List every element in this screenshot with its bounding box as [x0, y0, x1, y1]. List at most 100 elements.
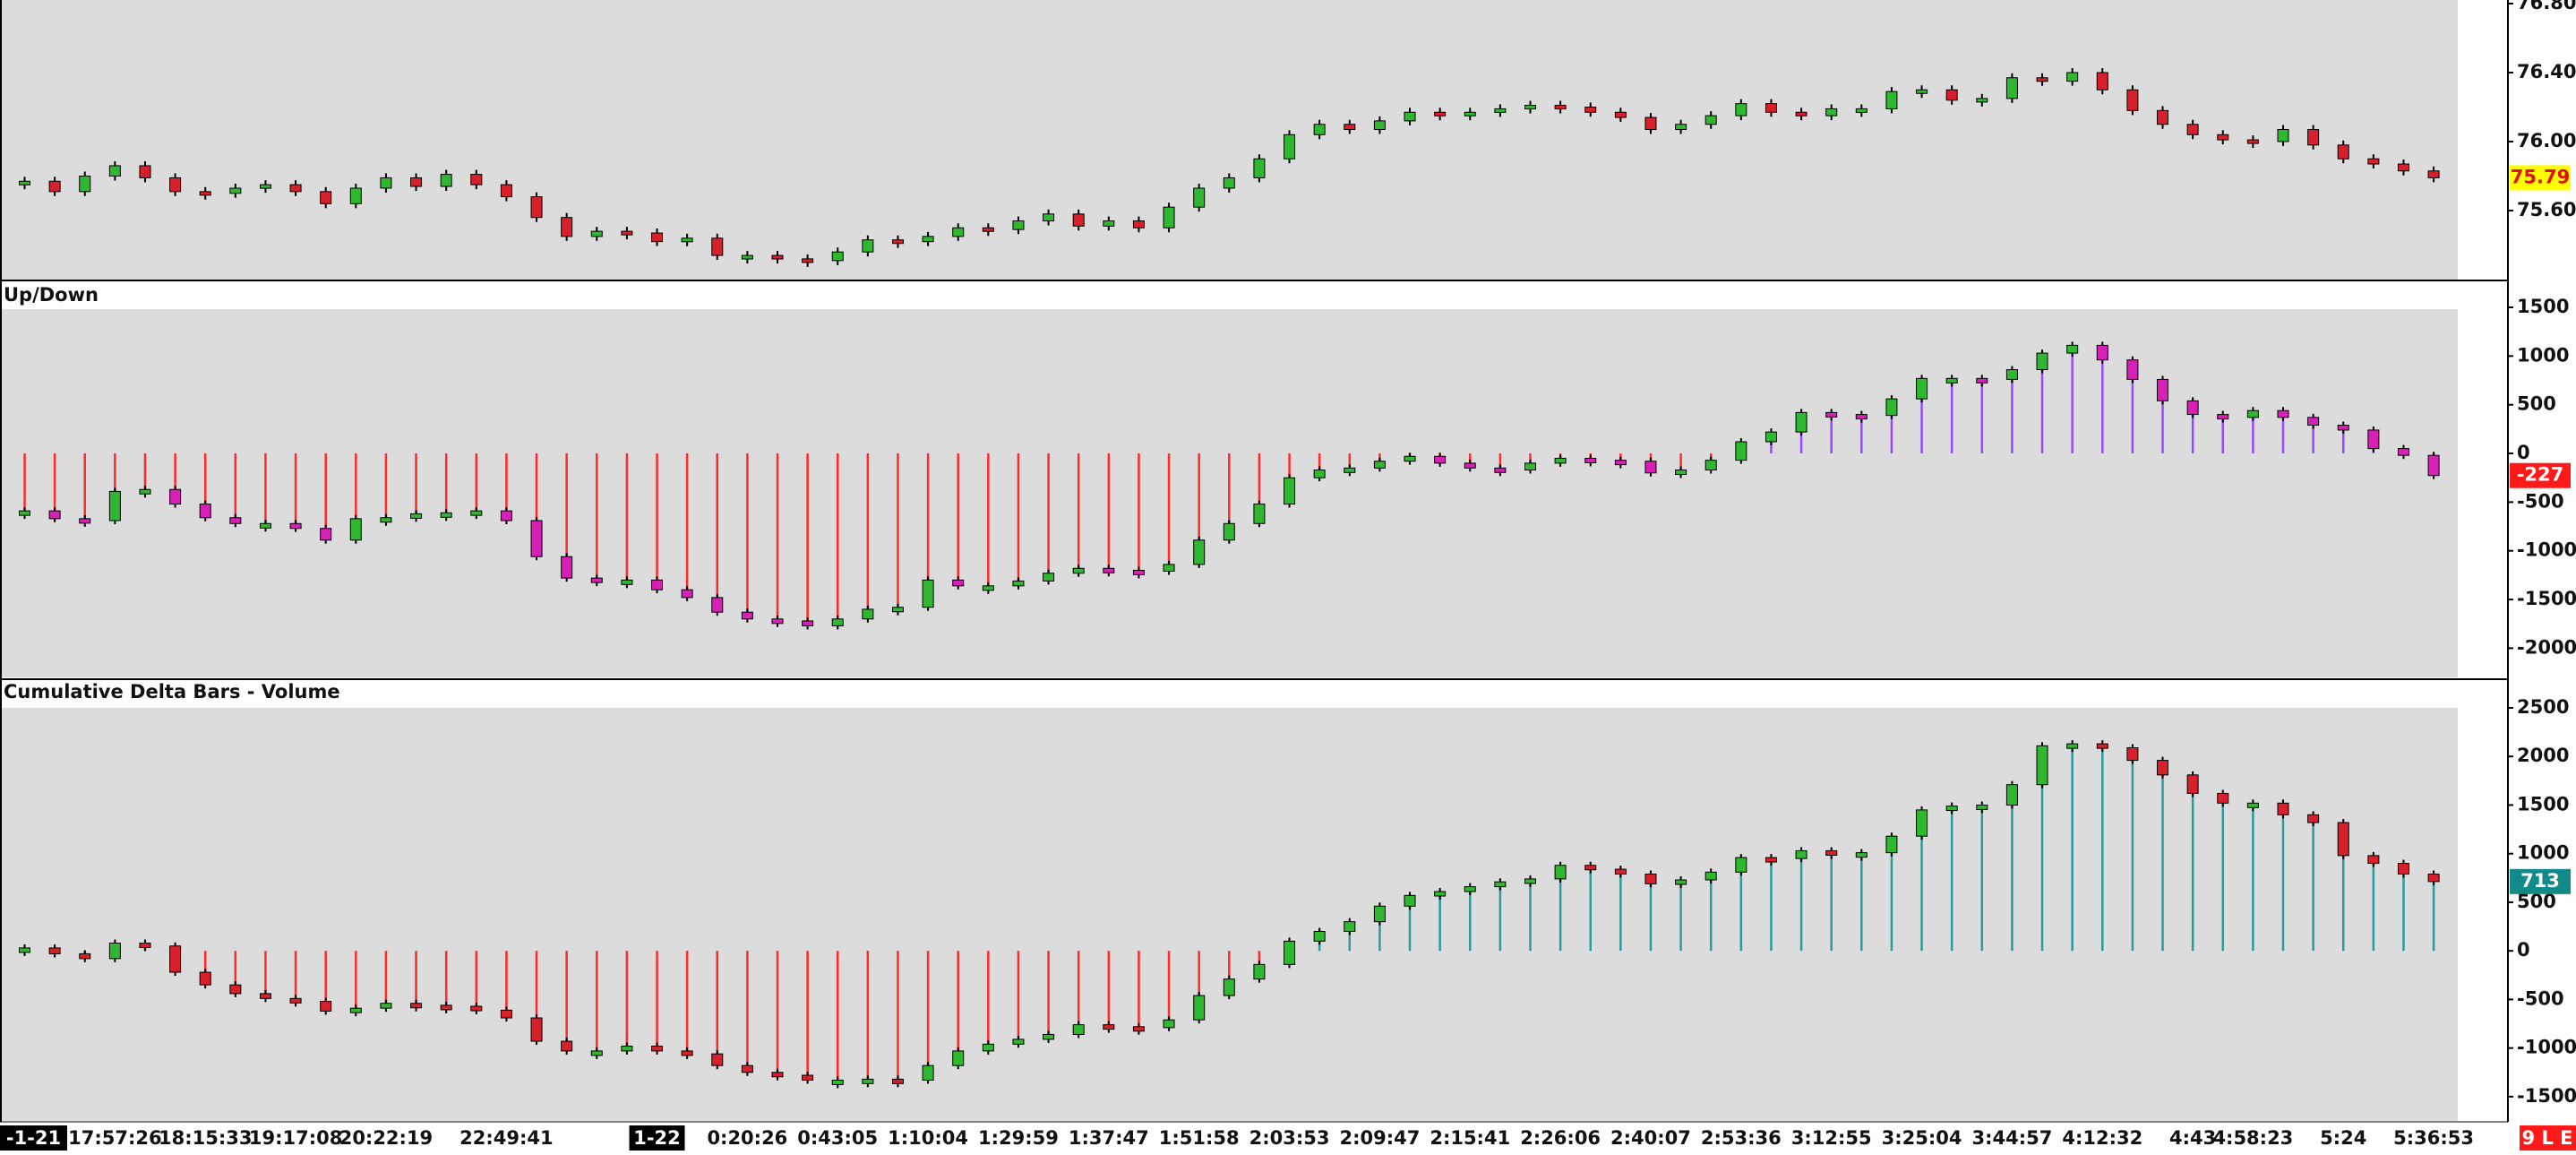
- candle-body: [2337, 425, 2349, 431]
- candle-body: [771, 254, 784, 260]
- candle-body: [2036, 77, 2048, 82]
- x-tick-label: 1:37:47: [1069, 1127, 1149, 1149]
- x-tick-label: 2:40:07: [1610, 1127, 1691, 1149]
- candle-body: [802, 258, 814, 263]
- candle-body: [802, 1074, 814, 1081]
- candle-body: [1344, 124, 1356, 131]
- candle-body: [1494, 881, 1507, 888]
- candle-body: [380, 517, 392, 523]
- candle-body: [1584, 457, 1597, 463]
- candle-body: [410, 513, 423, 519]
- candle-body: [1193, 995, 1206, 1021]
- candle-body: [831, 1079, 844, 1085]
- candle-body: [952, 579, 965, 587]
- candle-body: [1825, 849, 1838, 856]
- candle-body: [410, 1003, 423, 1009]
- candle-body: [169, 945, 182, 973]
- x-tick-label: 20:22:19: [339, 1127, 433, 1149]
- candle-body: [1945, 806, 1958, 812]
- candle-body: [229, 984, 242, 995]
- candle-body: [1163, 564, 1175, 573]
- candle-body: [1132, 220, 1145, 228]
- candle-body: [831, 618, 844, 626]
- candle-body: [2307, 814, 2320, 823]
- y-tick-label: 2000: [2517, 745, 2569, 766]
- candle-body: [590, 577, 603, 583]
- candle-body: [590, 230, 603, 237]
- candle-body: [1825, 108, 1838, 116]
- candle-body: [380, 1003, 392, 1009]
- candle-body: [169, 177, 182, 193]
- candle-body: [982, 227, 994, 232]
- candle-body: [2427, 873, 2440, 883]
- candle-body: [1584, 865, 1597, 871]
- candle-body: [561, 217, 573, 237]
- y-tick-label: -2000: [2517, 636, 2576, 658]
- candle-body: [1524, 105, 1536, 110]
- y-tick-label: 75.60: [2517, 199, 2576, 220]
- candle-body: [1524, 462, 1536, 471]
- y-tick-label: 1000: [2517, 842, 2569, 864]
- candle-body: [1464, 886, 1476, 892]
- candle-body: [1945, 89, 1958, 101]
- y-tick-label: 1000: [2517, 344, 2569, 366]
- candle-body: [771, 618, 784, 625]
- candle-body: [259, 184, 271, 189]
- x-tick-label: 0:20:26: [707, 1127, 787, 1149]
- y-tick-label: -1000: [2517, 1037, 2576, 1058]
- y-tick-label: -1500: [2517, 588, 2576, 609]
- candle-body: [440, 1004, 452, 1011]
- candle-body: [229, 187, 242, 194]
- candle-body: [2096, 344, 2108, 361]
- x-tick-label: 5:24: [2320, 1127, 2366, 1149]
- candle-body: [1675, 879, 1687, 885]
- candle-body: [1253, 504, 1266, 524]
- candle-body: [1284, 134, 1296, 159]
- x-tick-label: 2:03:53: [1249, 1127, 1330, 1149]
- candle-body: [741, 1064, 753, 1073]
- candle-body: [1012, 220, 1025, 230]
- x-tick-label: 18:15:33: [159, 1127, 252, 1149]
- candle-body: [108, 490, 121, 521]
- y-tick-label: 76.40: [2517, 61, 2576, 82]
- candle-body: [2277, 409, 2289, 418]
- candle-body: [2367, 429, 2380, 450]
- candle-body: [922, 1064, 934, 1081]
- candle-body: [2005, 784, 2018, 806]
- date-badge: [0, 1125, 67, 1151]
- candle-body: [862, 1078, 874, 1084]
- candle-body: [2246, 802, 2259, 808]
- x-tick-label: 4:58:23: [2212, 1127, 2293, 1149]
- candle-body: [2066, 72, 2079, 82]
- panel-title: Cumulative Delta Bars - Volume: [4, 681, 340, 702]
- x-tick-label: 3:44:57: [1971, 1127, 2052, 1149]
- candle-body: [1132, 569, 1145, 575]
- candle-body: [1885, 91, 1898, 109]
- candle-body: [19, 510, 30, 516]
- candle-body: [1373, 120, 1386, 131]
- candle-body: [711, 237, 724, 256]
- candle-body: [952, 1050, 965, 1066]
- candle-body: [1284, 477, 1296, 505]
- candle-body: [1675, 124, 1687, 131]
- candle-body: [711, 1053, 724, 1066]
- candle-body: [2157, 109, 2169, 125]
- candle-body: [681, 1050, 693, 1056]
- candle-body: [1012, 580, 1025, 587]
- candle-body: [1404, 455, 1416, 462]
- candle-body: [1163, 206, 1175, 228]
- x-tick-label: 5:36:53: [2393, 1127, 2474, 1149]
- candle-body: [891, 607, 904, 613]
- candle-body: [922, 579, 934, 608]
- candle-body: [891, 239, 904, 245]
- candle-body: [2186, 774, 2199, 794]
- candle-body: [1072, 567, 1085, 574]
- candle-body: [681, 589, 693, 599]
- candle-body: [320, 528, 332, 541]
- candle-body: [440, 512, 452, 518]
- x-tick-label: 2:15:41: [1430, 1127, 1510, 1149]
- candle-body: [1795, 849, 1807, 859]
- candle-body: [199, 971, 211, 986]
- x-tick-label: 2:09:47: [1339, 1127, 1420, 1149]
